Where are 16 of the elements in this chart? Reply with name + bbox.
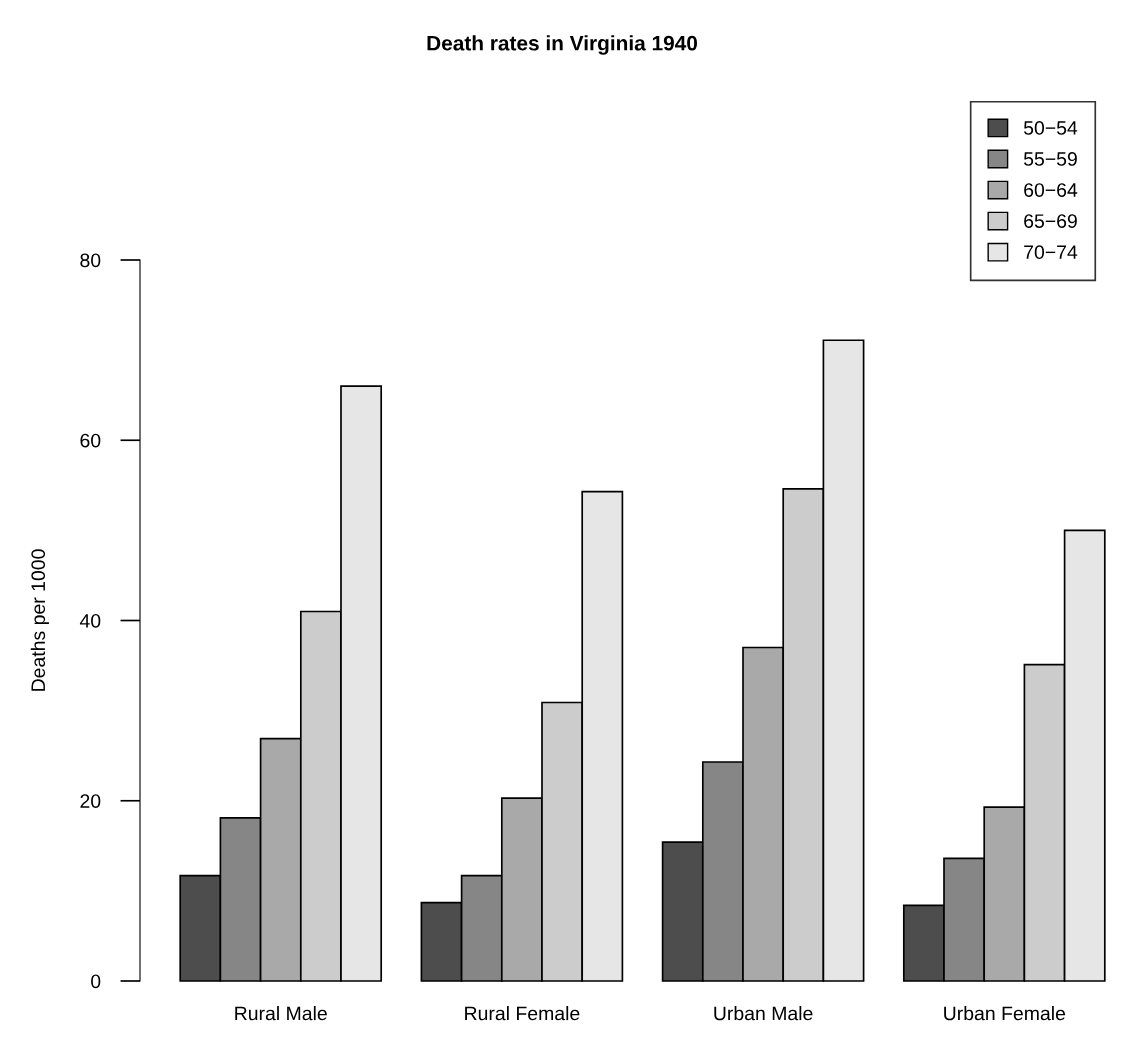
y-tick-label: 0 bbox=[91, 974, 101, 989]
legend-label: 65−69 bbox=[1024, 214, 1077, 228]
x-tick-label: Rural Female bbox=[465, 1006, 580, 1021]
y-tick-label: 40 bbox=[79, 613, 101, 628]
y-tick-label: 60 bbox=[80, 433, 101, 448]
y-tick-label: 20 bbox=[80, 794, 101, 808]
chart-title: Death rates in Virginia 1940 bbox=[427, 35, 698, 55]
legend-label: 60−64 bbox=[1024, 183, 1078, 197]
y-axis-title: Deaths per 1000 bbox=[30, 549, 49, 691]
y-tick-label: 80 bbox=[80, 253, 101, 268]
x-tick-label: Urban Male bbox=[714, 1006, 813, 1021]
legend-label: 70−74 bbox=[1024, 245, 1078, 260]
legend-label: 50−54 bbox=[1023, 121, 1078, 135]
x-tick-label: Urban Female bbox=[944, 1006, 1066, 1021]
legend-label: 55−59 bbox=[1023, 152, 1077, 166]
x-tick-label: Rural Male bbox=[235, 1006, 327, 1021]
